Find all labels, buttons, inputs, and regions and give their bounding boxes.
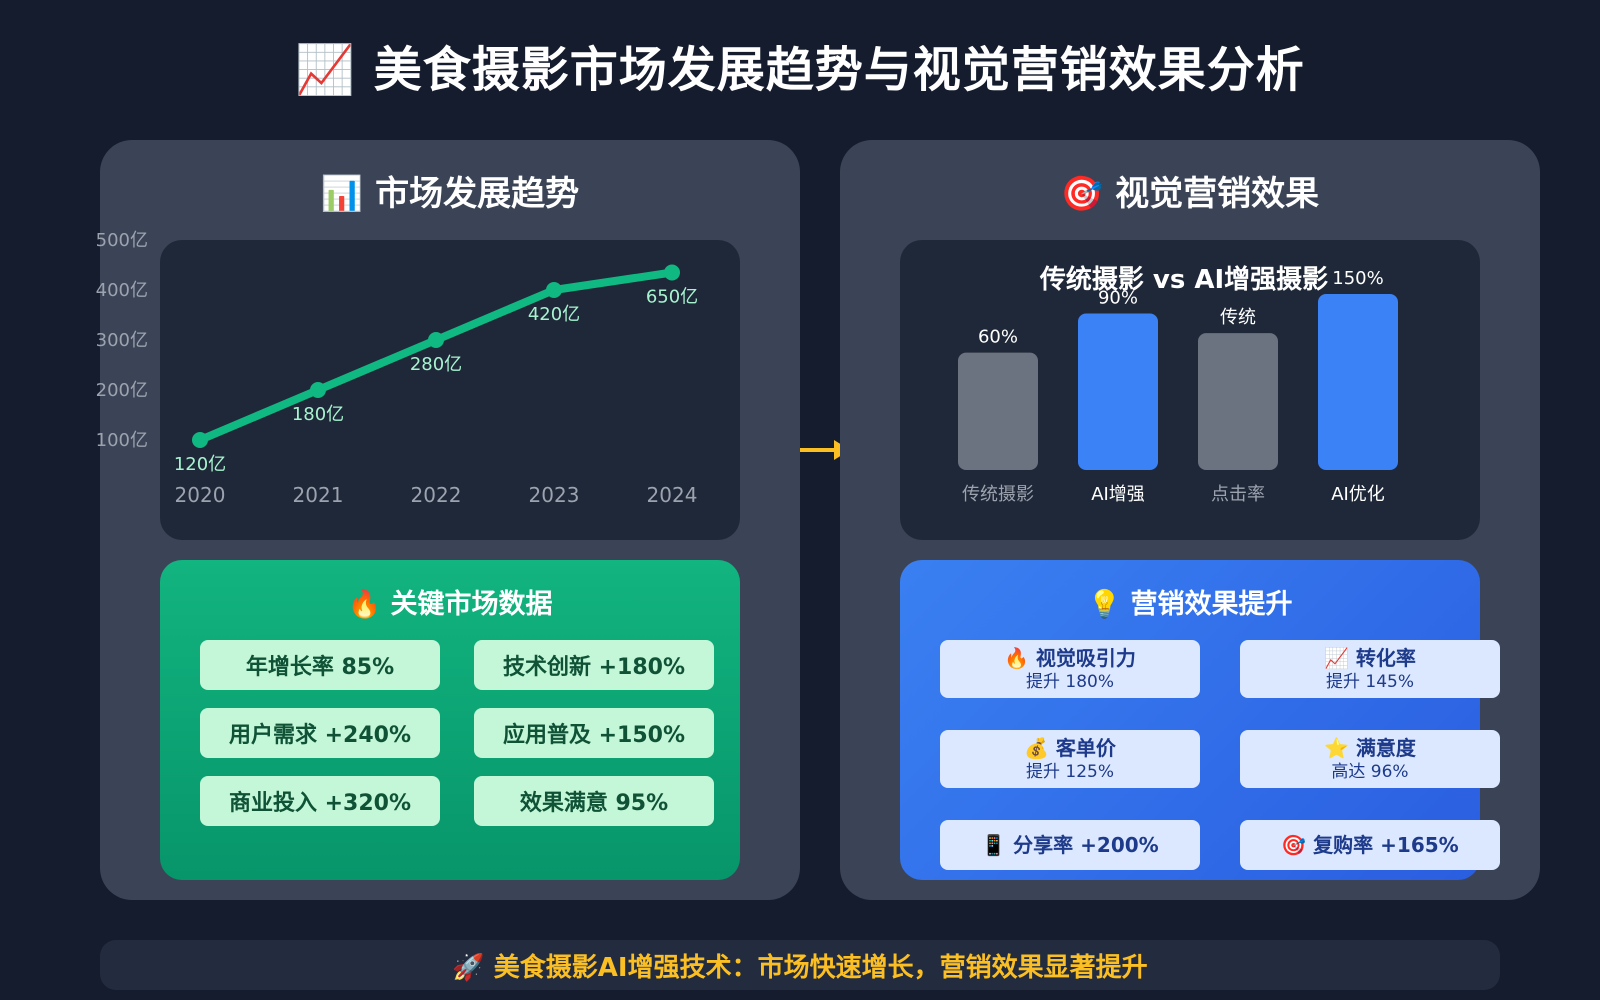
page-title: 📈 美食摄影市场发展趋势与视觉营销效果分析 <box>295 42 1305 98</box>
visual-marketing-title: 🎯 视觉营销效果 <box>1060 174 1320 214</box>
y-tick-label: 300亿 <box>96 330 148 351</box>
effect-card-title: 🔥 视觉吸引力 <box>1004 646 1136 670</box>
effect-conversion-rate: 📈 转化率 提升 145% <box>1240 640 1500 698</box>
data-point <box>546 282 562 298</box>
effect-satisfaction: ⭐ 满意度 高达 96% <box>1240 730 1500 788</box>
stat-annual-growth: 年增长率 85% <box>200 640 440 690</box>
effect-visual-appeal: 🔥 视觉吸引力 提升 180% <box>940 640 1200 698</box>
marketing-effect-box: 💡 营销效果提升 🔥 视觉吸引力 提升 180% 📈 转化率 提升 145% 💰… <box>900 560 1500 880</box>
x-tick-label: 2021 <box>293 483 344 507</box>
stat-app-adoption: 应用普及 +150% <box>474 708 714 758</box>
x-tick-label: 2020 <box>175 483 226 507</box>
data-label: 180亿 <box>292 404 344 425</box>
bar-value-label: 150% <box>1332 268 1383 289</box>
stat-satisfaction: 效果满意 95% <box>474 776 714 826</box>
effect-card-title: 🎯 复购率 +165% <box>1281 833 1459 857</box>
effect-repurchase-rate: 🎯 复购率 +165% <box>1240 820 1500 870</box>
data-point <box>310 382 326 398</box>
bar-category-label: AI增强 <box>1091 484 1145 505</box>
bar <box>1318 294 1398 470</box>
bar <box>958 352 1038 470</box>
effect-card-title: 💰 客单价 <box>1024 736 1116 760</box>
key-market-data-title: 🔥 关键市场数据 <box>347 589 553 620</box>
data-point <box>664 264 680 281</box>
y-tick-label: 400亿 <box>96 280 148 301</box>
x-tick-label: 2023 <box>529 483 580 507</box>
bar-value-label: 传统 <box>1220 307 1256 328</box>
y-tick-label: 200亿 <box>96 380 148 401</box>
y-tick-label: 500亿 <box>96 230 148 251</box>
data-label: 280亿 <box>410 354 462 375</box>
stat-user-demand: 用户需求 +240% <box>200 708 440 758</box>
bar-category-label: 传统摄影 <box>962 484 1034 505</box>
line-chart-box <box>160 240 740 540</box>
data-label: 120亿 <box>174 454 226 475</box>
bar <box>1198 333 1278 470</box>
bar-category-label: AI优化 <box>1331 484 1385 505</box>
effect-card-sub: 提升 180% <box>1025 672 1114 692</box>
market-line-chart: 100亿 200亿 300亿 400亿 500亿 120亿 180亿 280亿 420亿 650亿… <box>96 230 740 540</box>
bar-value-label: 90% <box>1098 288 1138 309</box>
visual-marketing-panel: 🎯 视觉营销效果 传统摄影 vs AI增强摄影 60% 传统摄影 90% AI增强 传统点… <box>840 140 1540 900</box>
effect-card-title: 📈 转化率 <box>1324 646 1416 670</box>
marketing-effect-title: 💡 营销效果提升 <box>1087 589 1293 620</box>
effect-order-value: 💰 客单价 提升 125% <box>940 730 1200 788</box>
effect-card-sub: 提升 125% <box>1025 762 1114 782</box>
stat-business-investment: 商业投入 +320% <box>200 776 440 826</box>
bar <box>1078 313 1158 470</box>
effect-card-sub: 提升 145% <box>1325 672 1414 692</box>
market-trend-panel: 📊 市场发展趋势 100亿 200亿 300亿 400亿 500亿 120亿 180亿 280… <box>96 140 800 900</box>
bar-chart-title: 传统摄影 vs AI增强摄影 <box>1039 264 1328 295</box>
effect-share-rate: 📱 分享率 +200% <box>940 820 1200 870</box>
market-trend-title: 📊 市场发展趋势 <box>320 174 580 214</box>
stat-tech-innovation: 技术创新 +180% <box>474 640 714 690</box>
data-label: 650亿 <box>646 287 698 308</box>
x-tick-label: 2024 <box>647 483 698 507</box>
y-tick-label: 100亿 <box>96 430 148 451</box>
data-point <box>192 432 208 448</box>
x-tick-label: 2022 <box>411 483 462 507</box>
data-label: 420亿 <box>528 304 580 325</box>
summary-banner: 🚀 美食摄影AI增强技术：市场快速增长，营销效果显著提升 <box>100 940 1500 990</box>
effect-card-title: ⭐ 满意度 <box>1324 736 1416 760</box>
effect-card-title: 📱 分享率 +200% <box>981 833 1159 857</box>
effect-card-sub: 高达 96% <box>1331 762 1409 782</box>
bar-value-label: 60% <box>978 327 1018 348</box>
bar-category-label: 点击率 <box>1211 484 1265 505</box>
key-market-data-box: 🔥 关键市场数据 年增长率 85% 技术创新 +180% 用户需求 +240% … <box>160 560 740 880</box>
data-point <box>428 332 444 348</box>
